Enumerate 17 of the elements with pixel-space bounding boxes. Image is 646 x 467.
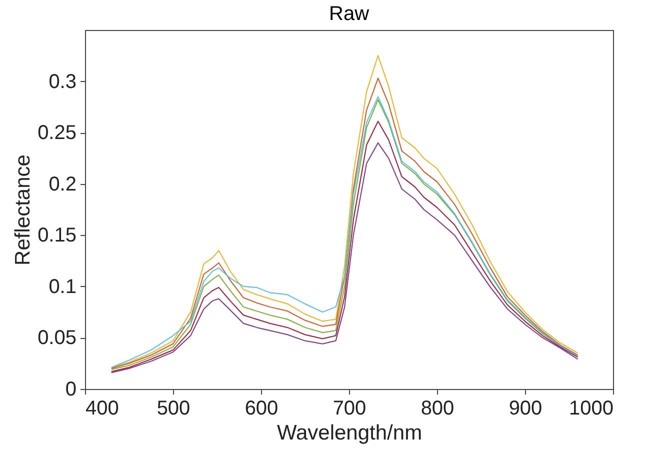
y-tick-label: 0.05	[38, 327, 76, 350]
y-tick-label: 0.2	[48, 173, 76, 196]
chart-title: Raw	[328, 3, 370, 25]
y-tick-label: 0.15	[38, 224, 76, 247]
x-tick-label: 1000	[569, 398, 614, 420]
y-tick-label: 0.3	[48, 70, 76, 93]
x-tick-label: 600	[244, 398, 278, 420]
x-tick-label: 400	[86, 398, 119, 420]
y-tick-label: 0	[65, 378, 76, 400]
y-tick-label: 0.1	[48, 276, 76, 298]
x-tick-label: 500	[156, 398, 190, 420]
y-axis-title: Reflectance	[12, 154, 35, 266]
x-axis-title: Wavelength/nm	[276, 422, 422, 444]
x-tick-label: 700	[332, 398, 366, 420]
y-tick-label: 0.25	[38, 122, 76, 144]
x-tick-label: 900	[508, 398, 542, 420]
x-tick-label: 800	[420, 398, 454, 420]
